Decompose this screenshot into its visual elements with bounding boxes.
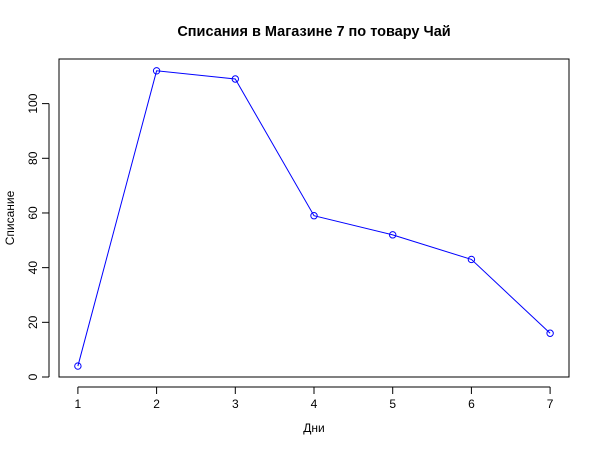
y-axis-label: Списание	[3, 190, 17, 245]
y-tick-label: 40	[26, 261, 40, 275]
series-layer	[74, 67, 554, 370]
data-point	[546, 329, 554, 337]
x-tick-label: 7	[547, 397, 554, 411]
y-axis: 0 20 40 60 80 100	[26, 93, 50, 380]
data-point	[152, 67, 161, 75]
data-point	[310, 212, 318, 220]
plot-area-frame	[58, 58, 570, 378]
y-tick-label: 60	[26, 206, 40, 220]
data-point	[467, 255, 476, 264]
x-tick-label: 4	[311, 397, 318, 411]
y-tick-label: 0	[26, 373, 40, 380]
x-axis-label: Дни	[303, 421, 324, 435]
x-tick-label: 1	[75, 397, 82, 411]
data-point	[74, 362, 82, 370]
chart-title: Списания в Магазине 7 по товару Чай	[177, 24, 450, 40]
y-tick-label: 80	[26, 151, 40, 165]
y-tick-label: 20	[26, 315, 40, 329]
data-point	[231, 75, 239, 83]
y-tick-label: 100	[26, 93, 40, 113]
x-tick-label: 3	[232, 397, 239, 411]
x-tick-label: 6	[468, 397, 475, 411]
data-point	[389, 231, 397, 239]
series-line	[77, 70, 551, 367]
x-tick-label: 2	[153, 397, 160, 411]
x-axis: 1 2 3 4 5 6 7	[75, 386, 554, 411]
x-tick-label: 5	[389, 397, 396, 411]
